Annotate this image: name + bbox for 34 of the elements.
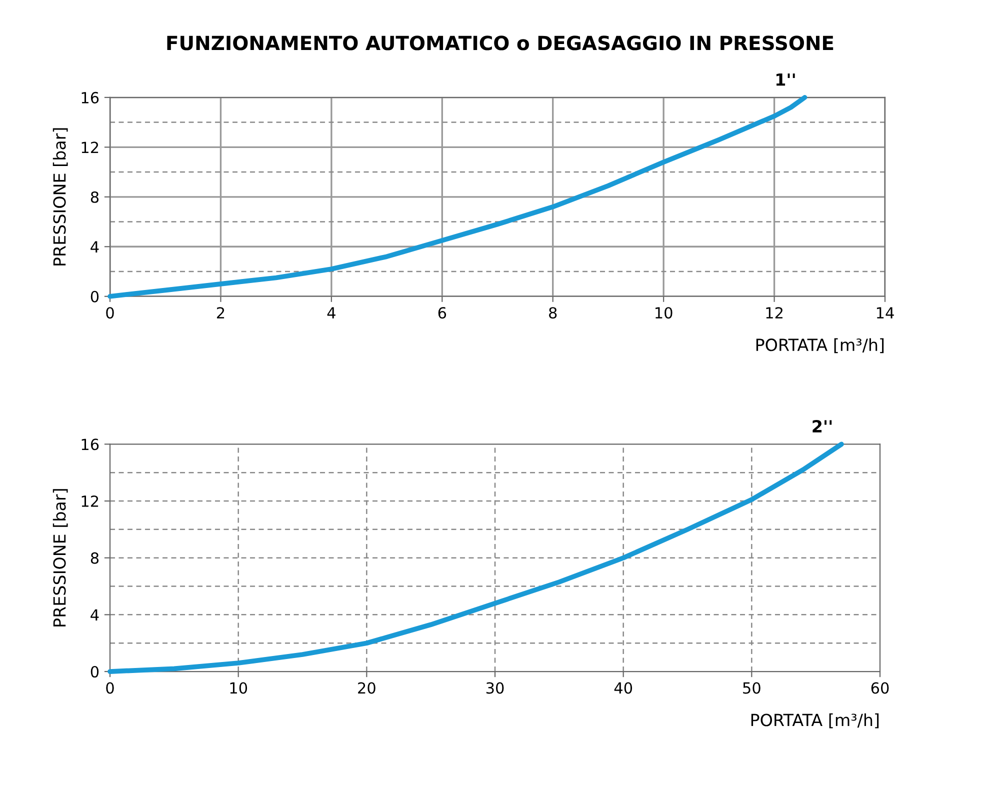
y-tick-label: 0 [90, 666, 99, 678]
y-tick-label: 12 [82, 495, 98, 507]
x-tick-label: 0 [106, 307, 114, 319]
y-axis-title: PRESSIONE [bar] [52, 128, 68, 266]
chart-title: FUNZIONAMENTO AUTOMATICO o DEGASAGGIO IN PRESSONE [167, 36, 834, 50]
x-tick-label: 0 [106, 682, 114, 694]
line-series [108, 442, 844, 674]
y-tick-label: 8 [90, 191, 99, 203]
x-tick-label: 10 [230, 682, 248, 694]
y-tick-label: 0 [90, 290, 99, 302]
series-label: 1'' [776, 73, 795, 86]
y-tick-label: 16 [82, 438, 99, 450]
x-tick-label: 40 [614, 682, 632, 694]
x-tick-label: 50 [743, 682, 760, 694]
y-axis-title: PRESSIONE [bar] [52, 489, 68, 626]
y-tick-label: 12 [82, 142, 98, 153]
x-tick-label: 2 [216, 307, 224, 318]
x-tick-label: 14 [876, 307, 894, 318]
line-series [108, 95, 808, 299]
x-tick-label: 4 [327, 307, 336, 318]
x-tick-label: 12 [766, 307, 782, 318]
x-tick-label: 8 [549, 307, 557, 319]
y-tick-label: 4 [90, 609, 99, 620]
x-tick-label: 20 [358, 682, 376, 694]
y-tick-label: 16 [82, 92, 99, 104]
series-label: 2'' [812, 420, 832, 432]
x-tick-label: 10 [656, 307, 672, 319]
y-tick-label: 4 [90, 241, 99, 252]
x-axis-title: PORTATA [m³/h] [751, 713, 879, 728]
y-tick-label: 8 [90, 552, 99, 564]
x-tick-label: 6 [438, 307, 446, 319]
x-tick-label: 30 [486, 682, 504, 694]
x-tick-label: 60 [871, 682, 889, 694]
x-axis-title: PORTATA [m³/h] [756, 338, 884, 354]
